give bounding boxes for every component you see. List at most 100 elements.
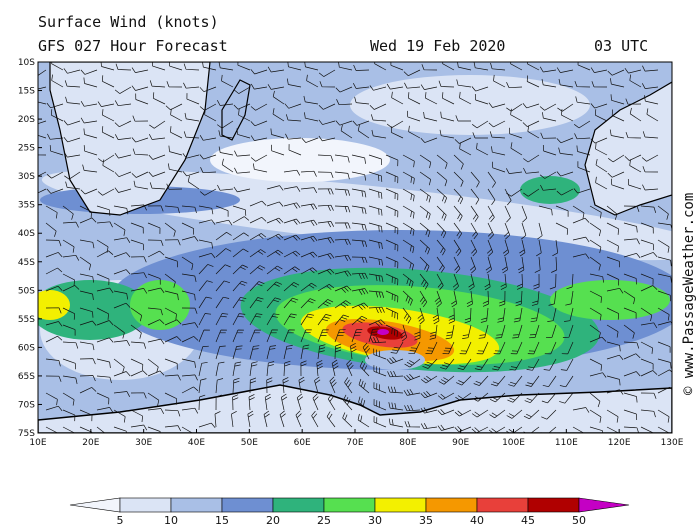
wind-barb xyxy=(508,375,523,387)
wind-barb xyxy=(657,290,671,302)
wind-barb xyxy=(434,290,442,308)
wind-barb xyxy=(250,120,268,127)
wind-barb xyxy=(419,205,431,220)
wind-barb xyxy=(285,114,302,122)
wind-barb xyxy=(425,92,438,105)
wind-barb xyxy=(351,315,368,326)
wind-barb xyxy=(198,239,214,249)
wind-barb xyxy=(62,375,78,384)
wind-barb xyxy=(419,154,432,169)
wind-barb xyxy=(456,375,472,386)
wind-barb xyxy=(623,238,640,245)
wind-barb xyxy=(414,324,421,341)
wind-barb xyxy=(300,360,307,377)
wind-barb xyxy=(300,282,317,292)
lon-label: 60E xyxy=(294,438,311,448)
wind-zone xyxy=(377,329,389,335)
wind-barb xyxy=(97,188,115,196)
wind-barb xyxy=(351,256,368,264)
wind-barb xyxy=(538,205,553,216)
wind-barb xyxy=(574,133,591,140)
wind-barb xyxy=(589,273,605,283)
wind-barb xyxy=(300,203,318,210)
wind-barb xyxy=(469,256,477,274)
wind-barb xyxy=(595,142,608,156)
wind-barb xyxy=(113,205,129,215)
wind-barb xyxy=(249,265,266,275)
wind-barb xyxy=(232,377,240,394)
wind-barb xyxy=(429,324,438,340)
wind-barb xyxy=(559,375,574,388)
wind-barb xyxy=(368,239,383,250)
wind-barb xyxy=(96,250,114,258)
wind-barb xyxy=(368,205,383,216)
wind-barb xyxy=(506,103,523,112)
wind-barb xyxy=(232,280,248,292)
wind-barb xyxy=(642,166,659,173)
wind-barb xyxy=(113,358,125,373)
wind-barb xyxy=(442,92,455,105)
wind-barb xyxy=(404,421,421,428)
wind-barb xyxy=(506,188,523,197)
wind-barb xyxy=(623,252,641,259)
wind-barb xyxy=(79,239,95,249)
wind-barb xyxy=(589,372,607,378)
wind-barb xyxy=(215,296,230,309)
wind-barb xyxy=(402,154,415,168)
wind-barb xyxy=(515,290,523,307)
wind-barb xyxy=(198,378,207,394)
wind-barb xyxy=(114,100,132,107)
wind-barb xyxy=(334,314,350,326)
calm-zone xyxy=(210,138,390,182)
wind-barb xyxy=(38,134,47,139)
wind-barb xyxy=(114,86,132,94)
wind-barb xyxy=(317,171,334,179)
wind-barb xyxy=(250,135,268,141)
wind-barb xyxy=(589,222,602,237)
wind-barb xyxy=(387,386,404,394)
wind-barb xyxy=(266,329,278,343)
wind-barb xyxy=(642,184,659,191)
wind-barb xyxy=(198,264,214,275)
wind-barb xyxy=(301,137,319,143)
wind-barb xyxy=(218,130,234,139)
wind-barb xyxy=(164,222,176,237)
wind-barb xyxy=(402,222,415,236)
wind-barb xyxy=(181,307,198,314)
wind-barb xyxy=(509,127,523,139)
wind-barb xyxy=(334,222,351,229)
wind-barb xyxy=(352,120,370,126)
wind-barb xyxy=(250,69,268,75)
wind-barb xyxy=(133,180,149,190)
wind-barb xyxy=(182,170,200,177)
legend-label: 25 xyxy=(317,514,331,525)
wind-barb xyxy=(402,307,412,324)
wind-barb xyxy=(453,239,462,257)
wind-barb xyxy=(572,217,590,224)
wind-barb xyxy=(317,344,326,360)
wind-barb xyxy=(114,187,132,193)
wind-barb xyxy=(574,80,591,88)
wind-barb xyxy=(346,359,354,377)
wind-barb xyxy=(402,256,414,271)
wind-barb xyxy=(472,392,489,402)
wind-barb xyxy=(373,365,387,377)
wind-barb xyxy=(558,78,574,88)
wind-barb xyxy=(130,288,148,294)
wind-barb xyxy=(420,375,438,384)
lon-label: 90E xyxy=(452,438,469,448)
wind-barb xyxy=(485,256,492,274)
wind-barb xyxy=(215,280,231,292)
wind-barb xyxy=(183,63,200,71)
wind-barb xyxy=(232,216,250,224)
wind-barb xyxy=(62,221,79,228)
wind-barb xyxy=(314,376,321,394)
wind-barb xyxy=(215,248,232,258)
wind-barb xyxy=(342,394,353,411)
wind-barb xyxy=(318,103,336,110)
wind-barb xyxy=(488,120,506,128)
wind-barb xyxy=(149,182,166,190)
lat-label: 60S xyxy=(18,343,35,353)
wind-barb xyxy=(352,83,370,89)
wind-barb xyxy=(530,307,540,323)
